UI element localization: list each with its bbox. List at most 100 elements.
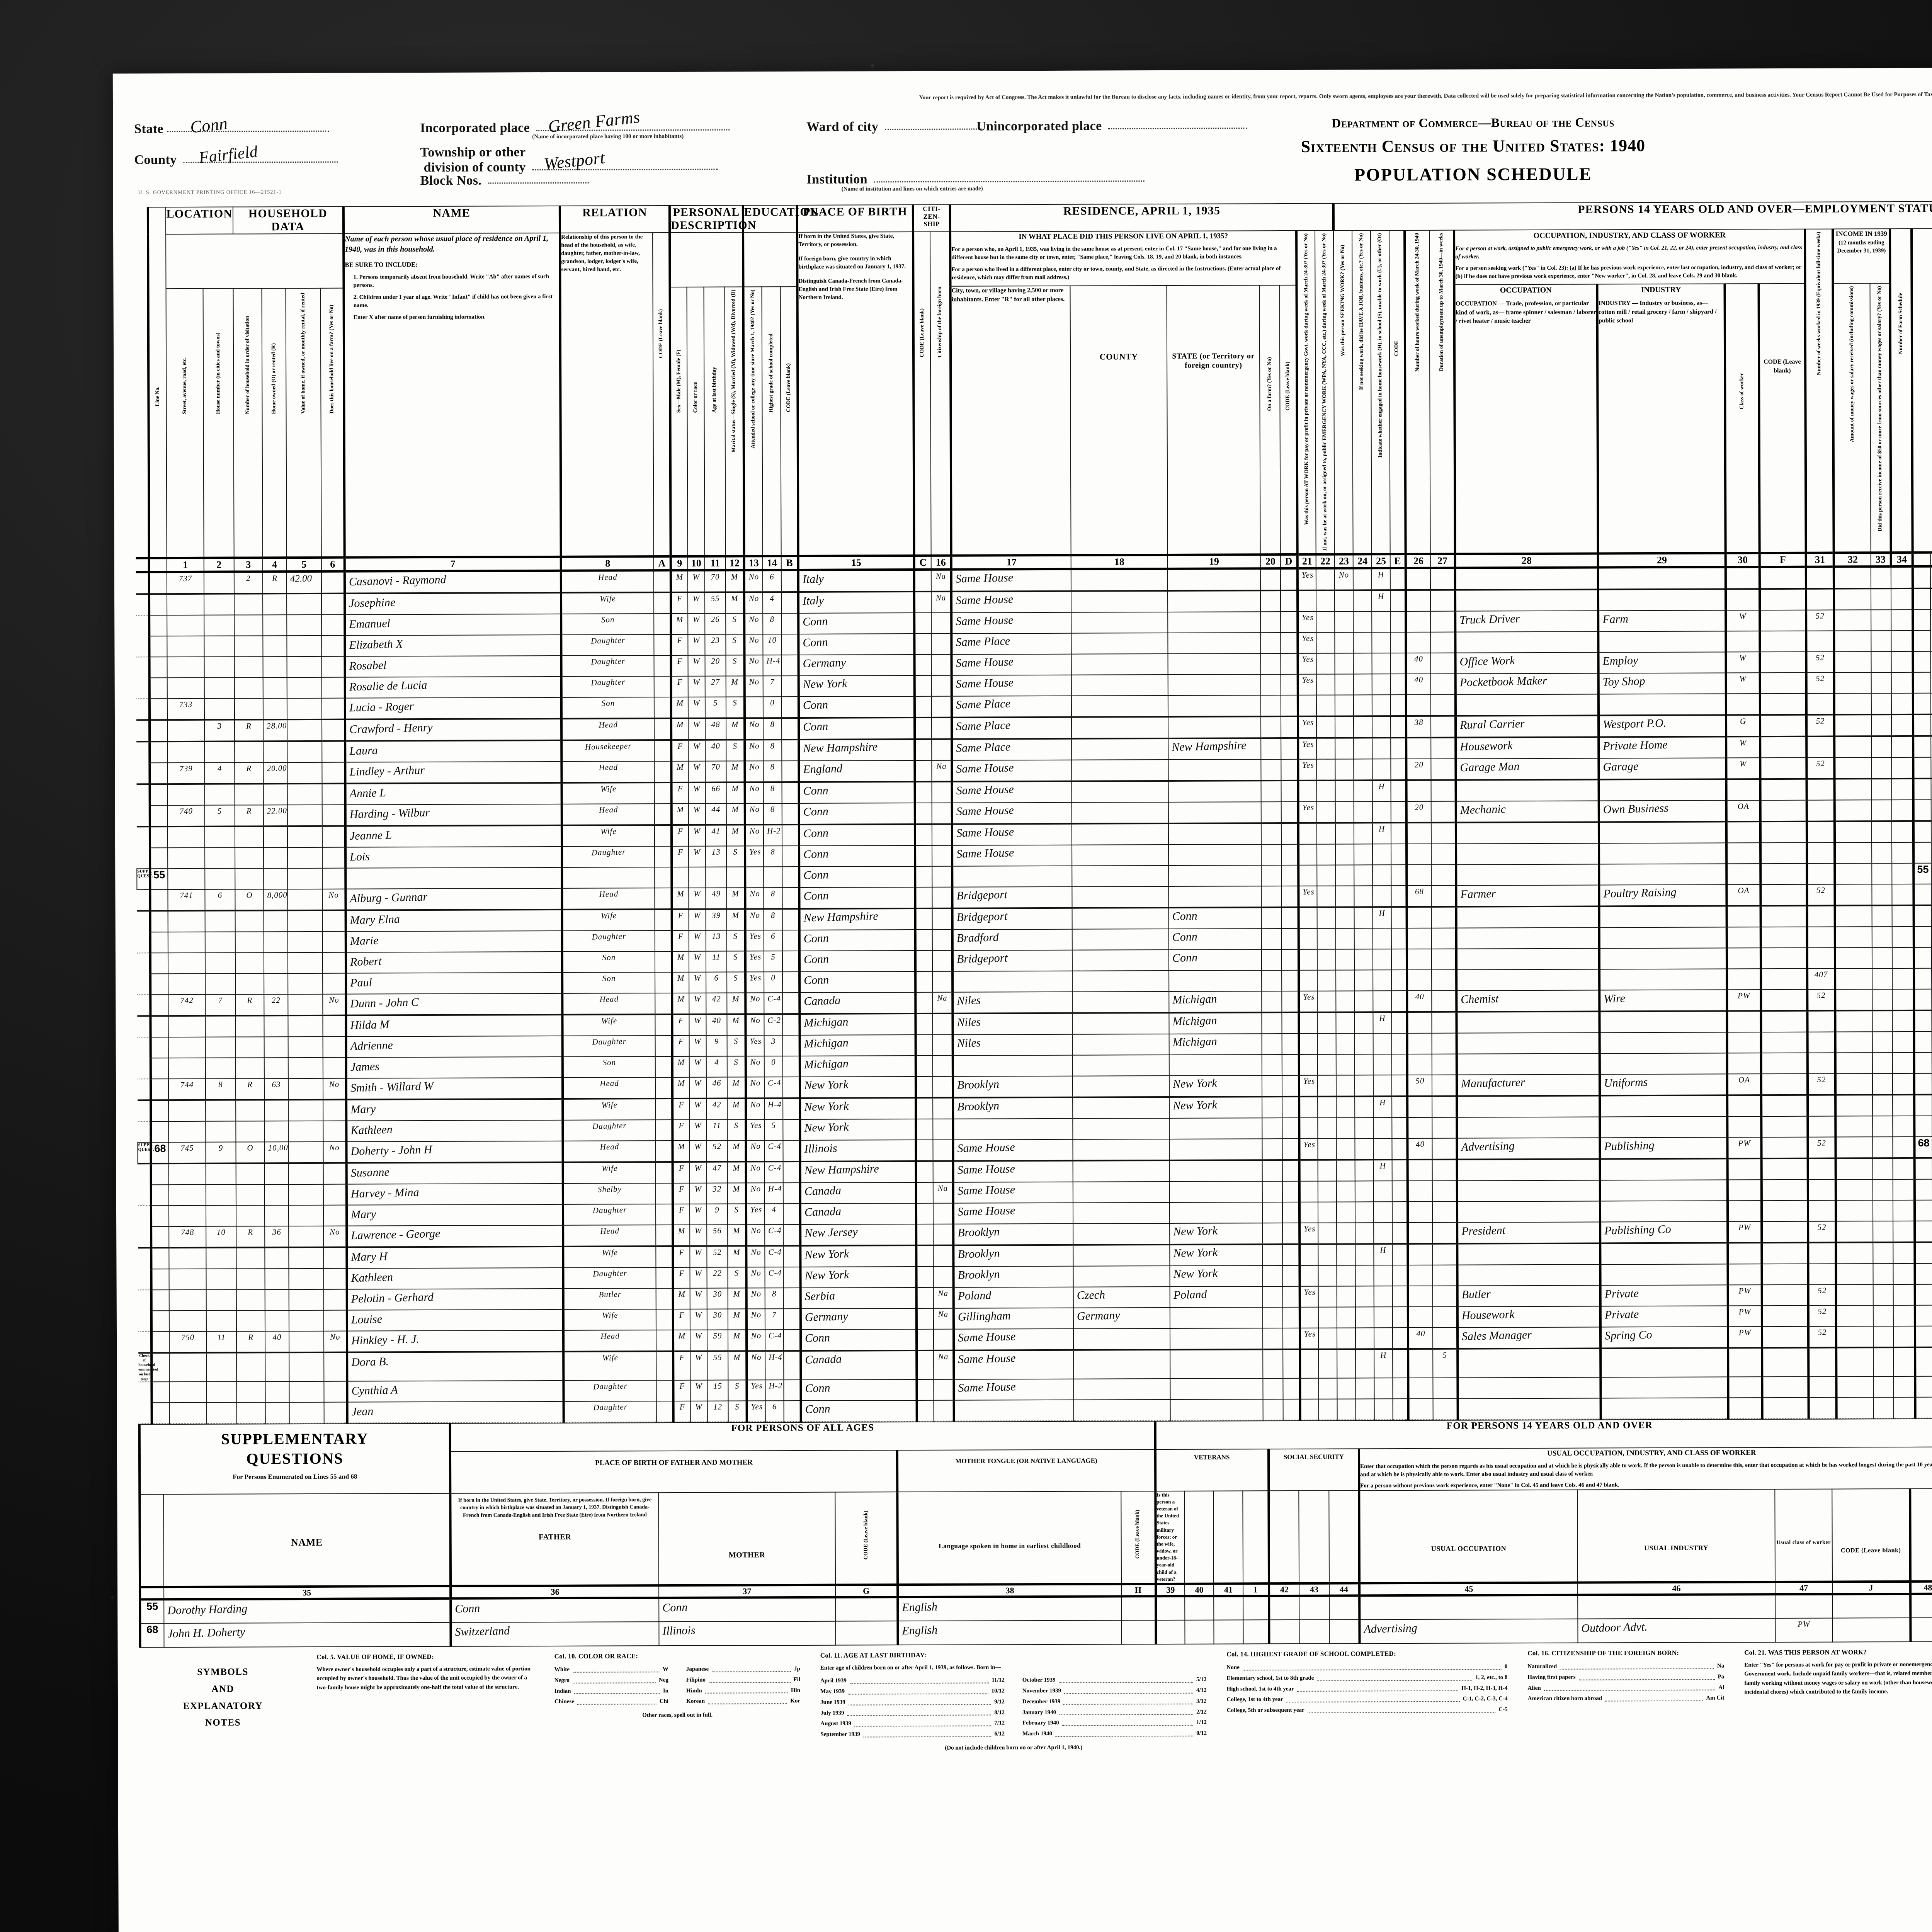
cell-farm xyxy=(323,952,345,954)
cell xyxy=(322,826,346,847)
cell: Housework xyxy=(1457,1306,1601,1328)
cell-cd xyxy=(1281,695,1297,697)
cell-other xyxy=(1874,1264,1893,1265)
cell-d27 xyxy=(1431,716,1454,718)
cell-own xyxy=(263,594,286,596)
cell xyxy=(1728,1264,1762,1285)
cell: Yes xyxy=(1298,716,1317,738)
cell xyxy=(932,739,952,760)
cell: Head xyxy=(561,761,655,783)
cell xyxy=(1458,1377,1601,1399)
cell xyxy=(932,908,952,930)
cell: F xyxy=(672,1035,689,1056)
cell xyxy=(264,1184,289,1206)
cell-w24 xyxy=(1355,1202,1373,1204)
cell xyxy=(1072,1034,1169,1055)
pob-spec-cell: If born in the United States, give State… xyxy=(797,232,914,556)
cell xyxy=(235,910,264,932)
cell-onfarm xyxy=(1263,1245,1282,1247)
margin-left xyxy=(136,636,150,657)
cell-wages xyxy=(1837,1326,1873,1328)
cell: H-4 xyxy=(764,1098,783,1119)
cell-w22 xyxy=(1318,1223,1336,1225)
cell xyxy=(1761,968,1808,990)
cell-race xyxy=(689,867,705,869)
cell-cf xyxy=(1764,1376,1808,1379)
cell-pob: Michigan xyxy=(804,1015,849,1029)
cell xyxy=(1432,1265,1458,1286)
cell xyxy=(1432,1286,1458,1307)
cell-name: Kathleen xyxy=(351,1270,393,1284)
cell-h26 xyxy=(1409,1181,1432,1183)
cell-w25 xyxy=(1374,1265,1392,1267)
suppl-cell-name: Dorothy Harding xyxy=(167,1602,248,1617)
cell: Poland xyxy=(953,1287,1073,1308)
cell xyxy=(1456,948,1600,970)
cell-cd xyxy=(1281,674,1297,676)
cell: 52 xyxy=(1808,1221,1836,1243)
line-number-left: 50 xyxy=(150,762,168,784)
cell xyxy=(1456,1032,1600,1054)
age-month-item: March 1940 0/12 xyxy=(1022,1728,1207,1740)
margin-left xyxy=(138,1037,151,1058)
cell-val xyxy=(288,932,322,934)
cell xyxy=(1430,611,1456,632)
cell: New York xyxy=(800,1245,917,1267)
suppl-cell xyxy=(1214,1596,1243,1620)
cell-county xyxy=(1073,1097,1169,1100)
cell: 4 xyxy=(763,592,782,613)
cell-cf xyxy=(1763,1179,1807,1182)
line-number-right: 44 xyxy=(1913,630,1931,651)
cell xyxy=(916,1245,934,1267)
cell xyxy=(1316,759,1335,781)
cell xyxy=(1893,1326,1915,1347)
cell-cc xyxy=(916,718,931,720)
cell-own xyxy=(265,1100,288,1102)
cell xyxy=(932,1055,953,1077)
cell xyxy=(323,973,346,994)
age-month-item: September 1939 6/12 xyxy=(820,1729,1005,1740)
cell-farm xyxy=(322,615,344,617)
cell xyxy=(1355,1286,1374,1307)
cell: Same House xyxy=(952,760,1072,782)
cell xyxy=(1261,759,1281,781)
cell xyxy=(206,1289,236,1311)
cell-code xyxy=(656,1077,671,1079)
cell xyxy=(1760,736,1807,758)
citizenship-item: Alien Al xyxy=(1527,1682,1724,1694)
cell: Son xyxy=(562,972,655,993)
cell: F xyxy=(673,1401,690,1422)
cell-county xyxy=(1073,1181,1169,1185)
cell-street xyxy=(167,615,204,617)
cell-house xyxy=(205,827,235,829)
cell xyxy=(1355,1075,1374,1097)
cell-rel: Head xyxy=(599,804,618,815)
cell: S xyxy=(726,634,745,655)
cell xyxy=(1871,714,1892,736)
cell-farm xyxy=(323,847,344,849)
cell-pob: Conn xyxy=(803,698,828,712)
cell-sex: M xyxy=(677,804,684,814)
cell xyxy=(288,1121,323,1142)
cell-cf xyxy=(1761,715,1805,718)
cell xyxy=(916,1076,933,1098)
suppl-cell-code xyxy=(836,1621,896,1624)
pob-spec-3: Distinguish Canada-French from Canada-En… xyxy=(798,278,903,301)
cell: Lawrence - George xyxy=(347,1225,563,1247)
cell-ind xyxy=(1601,1242,1726,1247)
cell xyxy=(782,845,799,867)
cell: 49 xyxy=(706,888,727,909)
cell xyxy=(1282,949,1299,970)
cell-d27 xyxy=(1433,1307,1456,1309)
cell-w21 xyxy=(1300,949,1317,951)
cell-val xyxy=(289,1037,323,1039)
cell-ms: S xyxy=(732,656,737,666)
cell: No xyxy=(746,1308,765,1330)
cell xyxy=(655,951,672,972)
cell-sch: No xyxy=(749,741,760,751)
cell xyxy=(1281,653,1298,674)
col14-label: Highest grade of school completed xyxy=(768,333,774,413)
cell-onfarm xyxy=(1261,591,1280,593)
cell xyxy=(1760,927,1808,948)
cell xyxy=(1392,1265,1408,1286)
